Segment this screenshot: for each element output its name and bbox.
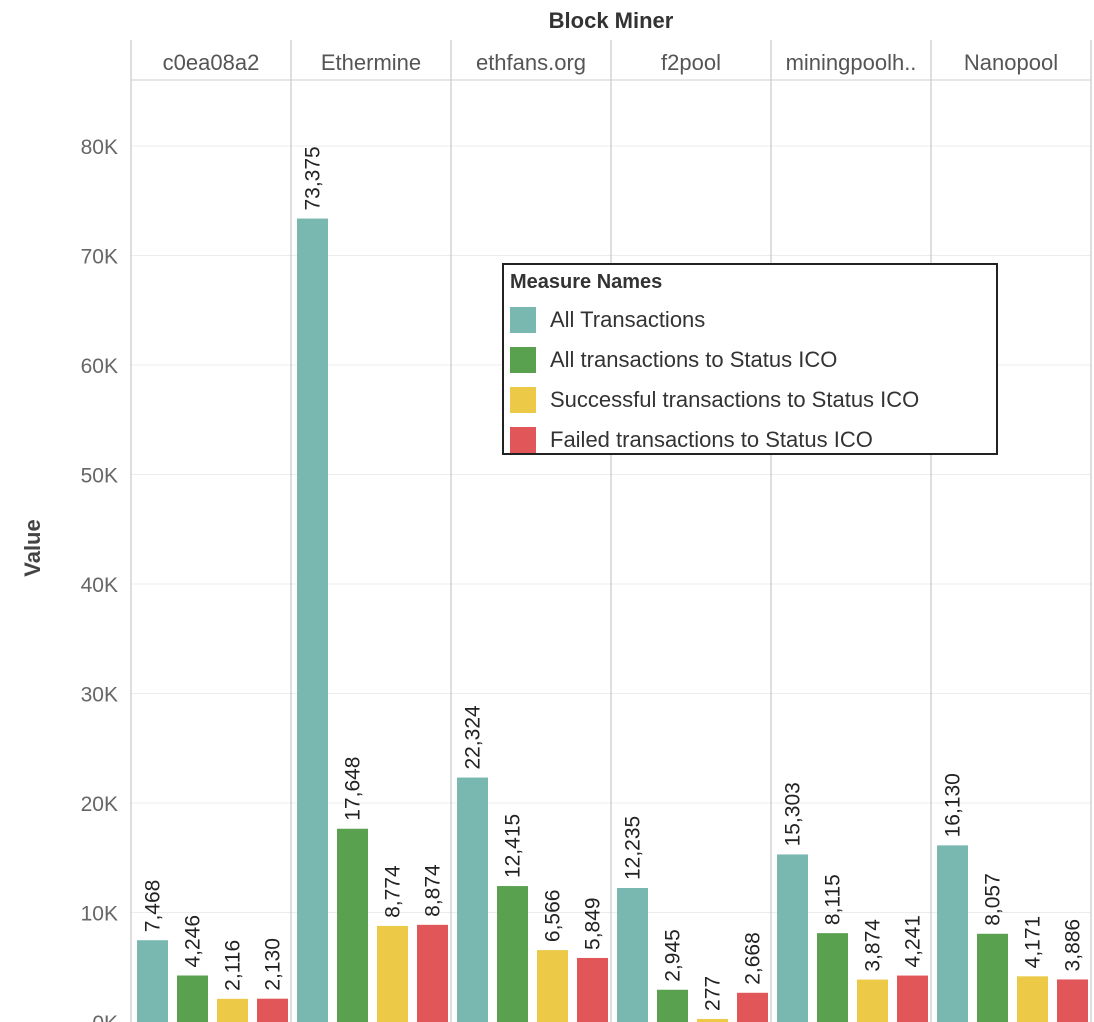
y-tick-label: 40K: [81, 574, 118, 597]
bar: [697, 1018, 728, 1022]
data-label: 3,886: [1062, 919, 1085, 972]
legend-item-all-to-status: All transactions to Status ICO: [510, 340, 988, 380]
bar: [297, 218, 328, 1022]
data-label: 8,874: [422, 864, 445, 917]
bar: [137, 940, 168, 1022]
bar: [417, 924, 448, 1022]
legend-swatch: [510, 427, 536, 453]
data-label: 12,415: [502, 814, 525, 878]
y-tick-label: 70K: [81, 246, 118, 269]
data-label: 4,171: [1022, 916, 1045, 969]
legend-swatch: [510, 307, 536, 333]
legend: Measure Names All Transactions All trans…: [502, 263, 998, 455]
legend-label: Failed transactions to Status ICO: [550, 427, 873, 452]
data-label: 2,116: [222, 940, 245, 991]
data-label: 277: [702, 976, 725, 1011]
y-tick-label: 30K: [81, 684, 118, 707]
category-label: ethfans.org: [476, 50, 586, 75]
data-label: 2,130: [262, 938, 285, 991]
data-label: 16,130: [942, 773, 965, 837]
bar: [657, 989, 688, 1022]
data-label: 3,874: [862, 919, 885, 972]
legend-label: All transactions to Status ICO: [550, 347, 838, 372]
bar: [577, 957, 608, 1022]
legend-item-all-transactions: All Transactions: [510, 300, 988, 340]
data-label: 73,375: [302, 146, 325, 210]
legend-title: Measure Names: [510, 271, 663, 293]
y-tick-label: 50K: [81, 465, 118, 488]
data-label: 2,945: [662, 929, 685, 982]
data-label: 8,115: [822, 874, 845, 925]
data-label: 4,241: [902, 915, 925, 968]
bar: [257, 998, 288, 1022]
data-label: 8,774: [382, 865, 405, 918]
bar: [1017, 976, 1048, 1022]
legend-swatch: [510, 347, 536, 373]
bar: [1057, 979, 1088, 1022]
bar: [457, 777, 488, 1022]
bar: [177, 975, 208, 1022]
bar: [937, 845, 968, 1022]
y-tick-label: 60K: [81, 355, 118, 378]
bar: [817, 933, 848, 1022]
data-label: 8,057: [982, 873, 1005, 926]
bar: [737, 992, 768, 1022]
bar: [777, 854, 808, 1022]
data-label: 4,246: [182, 915, 205, 968]
y-tick-label: 80K: [81, 136, 118, 159]
data-label: 22,324: [462, 705, 485, 770]
legend-item-successful-to-status: Successful transactions to Status ICO: [510, 380, 988, 420]
category-label: Ethermine: [321, 50, 421, 75]
category-label: f2pool: [661, 50, 721, 75]
y-tick-label: 20K: [81, 793, 118, 816]
bar: [897, 975, 928, 1022]
y-tick-label: 0K: [92, 1012, 118, 1022]
bar: [217, 998, 248, 1022]
data-label: 7,468: [142, 880, 165, 933]
data-label: 15,303: [782, 782, 805, 846]
bar: [857, 979, 888, 1022]
legend-label: Successful transactions to Status ICO: [550, 387, 920, 412]
data-label: 2,668: [742, 932, 765, 985]
data-label: 12,235: [622, 816, 645, 880]
bar: [977, 933, 1008, 1022]
legend-item-failed-to-status: Failed transactions to Status ICO: [510, 420, 988, 460]
chart-title: Block Miner: [549, 8, 674, 33]
category-label: Nanopool: [964, 50, 1058, 75]
bar: [497, 886, 528, 1022]
y-axis-title: Value: [20, 519, 45, 576]
category-label: miningpoolh..: [786, 50, 917, 75]
legend-swatch: [510, 387, 536, 413]
category-label: c0ea08a2: [163, 50, 260, 75]
y-tick-label: 10K: [81, 903, 118, 926]
bar: [617, 888, 648, 1022]
bar: [337, 828, 368, 1022]
bar: [537, 950, 568, 1022]
bar: [377, 925, 408, 1022]
data-label: 6,566: [542, 890, 565, 943]
data-label: 5,849: [582, 897, 605, 950]
legend-label: All Transactions: [550, 307, 706, 332]
data-label: 17,648: [342, 757, 365, 821]
